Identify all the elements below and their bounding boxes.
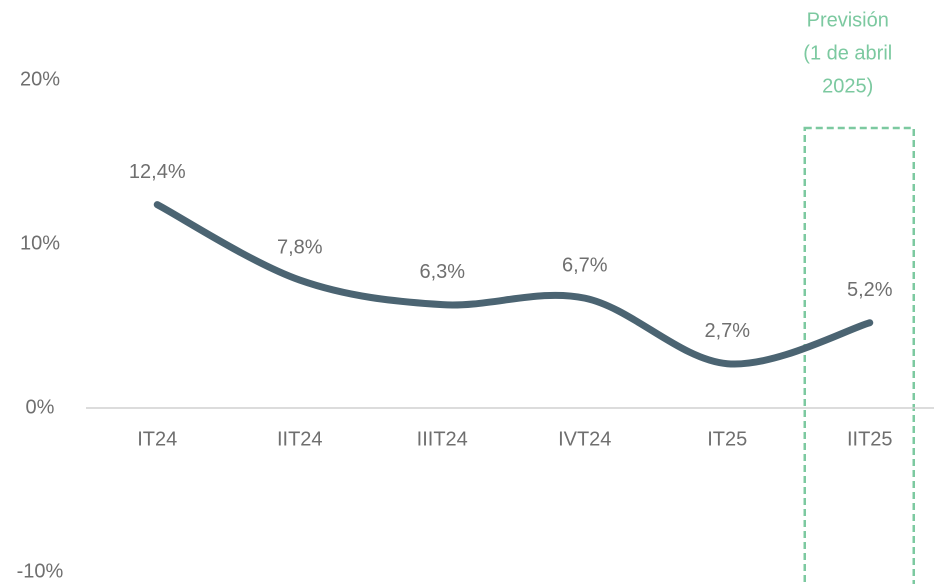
data-label: 5,2%	[847, 279, 893, 301]
y-tick-label: 20%	[20, 68, 60, 90]
data-label: 12,4%	[129, 161, 186, 183]
data-label: 7,8%	[277, 236, 323, 258]
data-label: 2,7%	[704, 320, 750, 342]
forecast-box	[803, 126, 915, 584]
line	[153, 201, 874, 368]
y-tick-label: 10%	[20, 232, 60, 254]
data-label: 6,7%	[562, 254, 608, 276]
y-tick-label: -10%	[17, 560, 64, 582]
data-label: 6,3%	[419, 261, 465, 283]
x-tick-label: IIIT24	[417, 428, 468, 450]
x-tick-label: IIT24	[277, 428, 323, 450]
annotation: Previsión	[807, 9, 889, 31]
x-tick-label: IVT24	[558, 428, 611, 450]
annotation: (1 de abril	[803, 42, 892, 64]
x-tick-label: IT25	[707, 428, 747, 450]
x-tick-label: IT24	[137, 428, 177, 450]
annotation: 2025)	[822, 75, 873, 97]
x-tick-label: IIT25	[847, 428, 893, 450]
y-tick-label: 0%	[26, 396, 55, 418]
